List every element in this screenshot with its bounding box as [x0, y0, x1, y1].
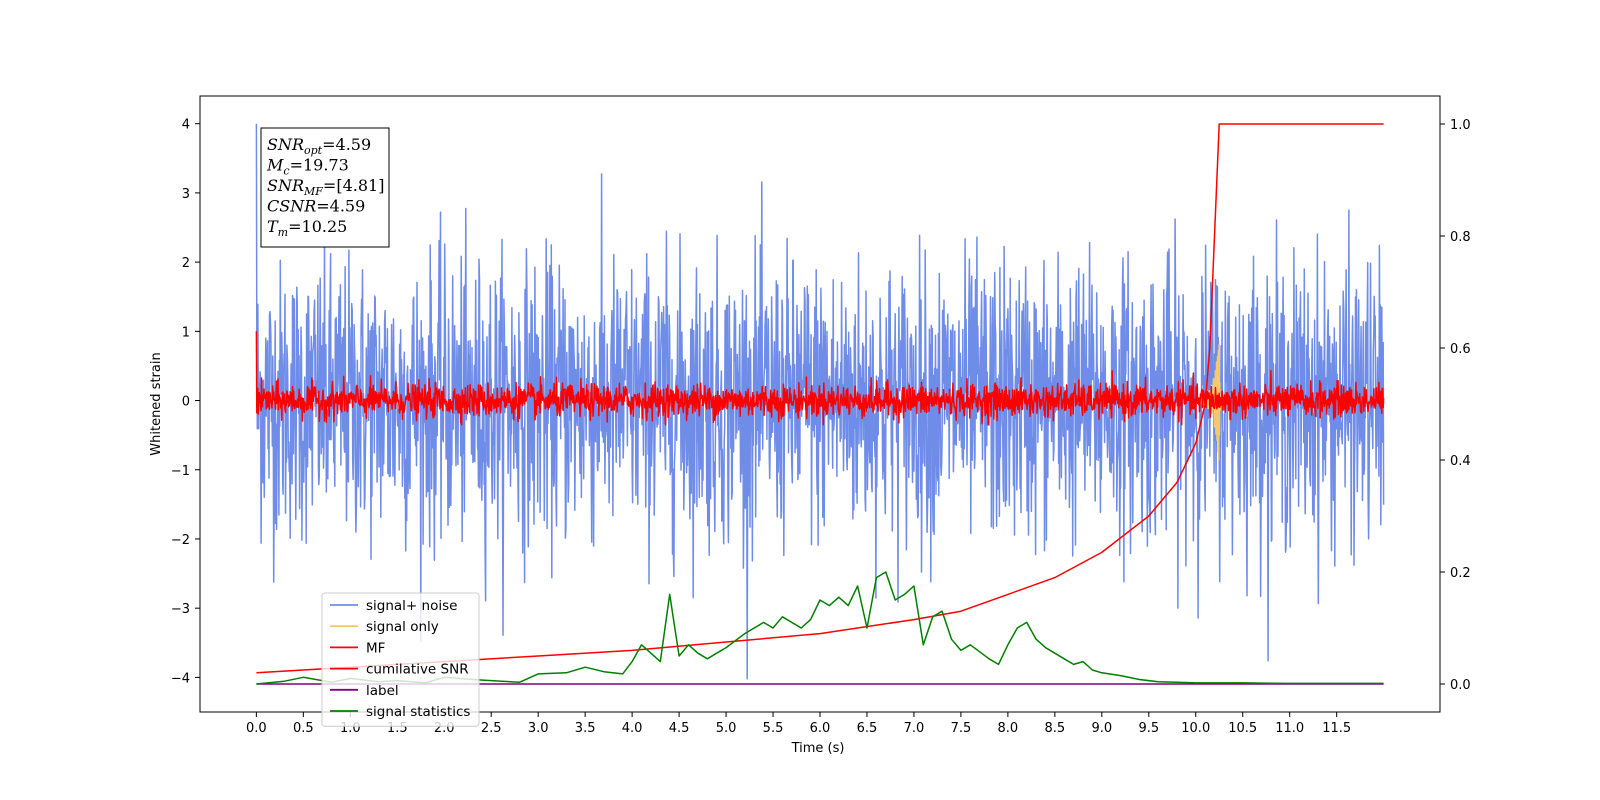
x-tick-label: 7.5 — [951, 721, 972, 736]
annotation-snr-opt: SNRopt=4.59 — [267, 135, 371, 157]
y-tick-label: 3 — [182, 187, 190, 202]
x-tick-label: 9.5 — [1138, 721, 1159, 736]
x-tick-label: 11.5 — [1322, 721, 1351, 736]
legend-label-mf: MF — [366, 640, 385, 656]
x-tick-label: 11.0 — [1275, 721, 1304, 736]
x-tick-label: 9.0 — [1091, 721, 1112, 736]
y-tick-label: 4 — [182, 118, 190, 133]
x-tick-label: 7.0 — [904, 721, 925, 736]
y2-tick-label: 1.0 — [1450, 118, 1471, 133]
y2-tick-label: 0.2 — [1450, 566, 1471, 581]
legend: signal+ noise signal only MF cumilative SNR… — [321, 592, 480, 727]
series-signal-noise — [255, 123, 1385, 680]
annotation-t-m: Tm=10.25 — [267, 217, 347, 239]
y2-tick-label: 0.4 — [1450, 454, 1471, 469]
series-mf — [255, 331, 1385, 426]
y-tick-label: 0 — [182, 395, 190, 410]
y-axis-right: 0.0 0.2 0.4 0.6 0.8 1.0 — [1440, 118, 1471, 693]
x-tick-label: 2.5 — [481, 721, 502, 736]
y-tick-label: −3 — [171, 602, 190, 617]
legend-frame — [321, 592, 480, 727]
x-tick-label: 0.0 — [246, 721, 267, 736]
x-tick-label: 5.0 — [716, 721, 737, 736]
y-axis-left: −4 −3 −2 −1 0 1 2 3 4 — [171, 118, 200, 686]
y-axis-label: Whitened strain — [149, 352, 164, 455]
y-tick-label: −1 — [171, 464, 190, 479]
legend-label-signal-only: signal only — [366, 619, 439, 635]
info-box-frame — [260, 127, 390, 248]
annotation-csnr-main: CSNR=4.59 — [267, 197, 365, 216]
x-axis-label: Time (s) — [791, 741, 845, 756]
y-tick-label: −2 — [171, 533, 190, 548]
x-tick-label: 8.5 — [1045, 721, 1066, 736]
x-tick-label: 6.5 — [857, 721, 878, 736]
y-tick-label: −4 — [171, 671, 190, 686]
x-tick-label: 0.5 — [293, 721, 314, 736]
x-tick-label: 10.0 — [1181, 721, 1210, 736]
plot-area — [255, 123, 1385, 685]
x-tick-label: 8.0 — [998, 721, 1019, 736]
series-signal-statistics — [256, 571, 1384, 685]
x-tick-label: 3.5 — [575, 721, 596, 736]
y2-tick-label: 0.8 — [1450, 230, 1471, 245]
annotation-snr-mf: SNRMF=[4.81] — [267, 176, 384, 198]
legend-label-cumilative-snr: cumilative SNR — [366, 662, 469, 678]
y-tick-label: 2 — [182, 256, 190, 271]
x-tick-label: 4.5 — [669, 721, 690, 736]
legend-label-signal-statistics: signal statistics — [366, 704, 470, 720]
x-tick-label: 6.0 — [810, 721, 831, 736]
legend-label-label: label — [366, 683, 399, 699]
y2-tick-label: 0.6 — [1450, 342, 1471, 357]
x-tick-label: 3.0 — [528, 721, 549, 736]
annotation-m-c: Mc=19.73 — [266, 156, 349, 178]
legend-label-signal-noise: signal+ noise — [366, 598, 457, 614]
y-tick-label: 1 — [182, 325, 190, 340]
y2-tick-label: 0.0 — [1450, 678, 1471, 693]
x-tick-label: 5.5 — [763, 721, 784, 736]
x-tick-label: 4.0 — [622, 721, 643, 736]
x-tick-label: 10.5 — [1228, 721, 1257, 736]
series-cumilative-snr — [256, 123, 1384, 674]
info-box: SNRopt=4.59Mc=19.73SNRMF=[4.81]CSNR=4.59… — [260, 127, 390, 248]
